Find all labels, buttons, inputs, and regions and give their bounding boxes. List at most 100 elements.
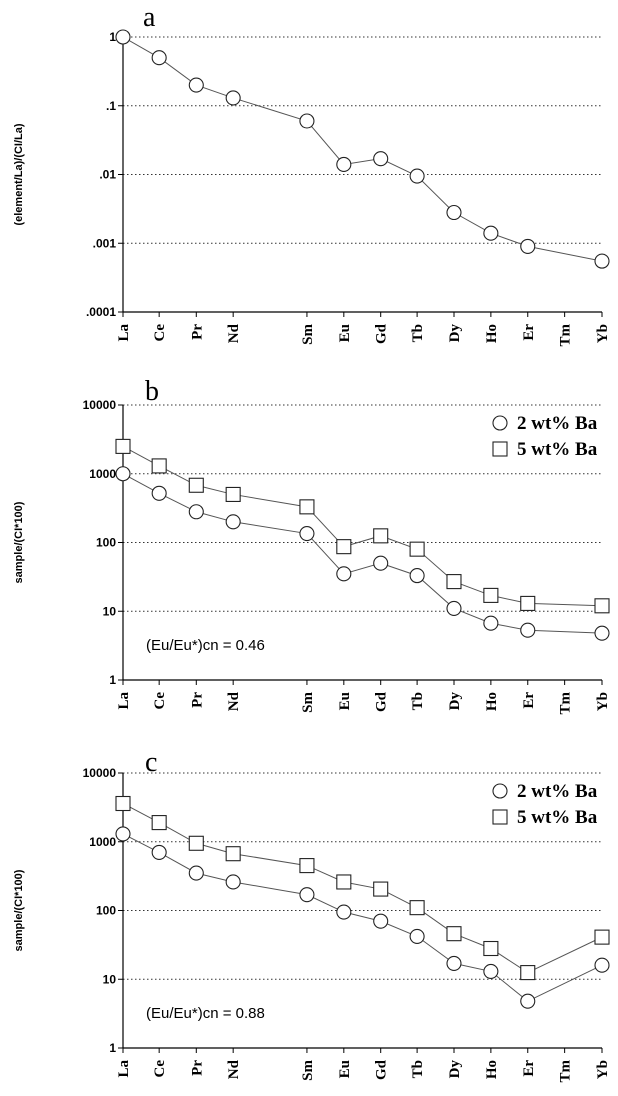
x-tick-label: Tm [558, 1059, 574, 1082]
x-tick-label: Nd [226, 323, 242, 343]
data-point-square [151, 815, 167, 831]
x-tick-label: Pr [189, 1060, 205, 1076]
x-tick-label: Pr [189, 692, 205, 708]
data-point-circle [225, 90, 241, 106]
y-tick-label: 1000 [89, 467, 116, 481]
data-point-square [446, 926, 462, 942]
data-point-circle [151, 485, 167, 501]
eu-anomaly-annotation: (Eu/Eu*)cn = 0.46 [146, 637, 265, 654]
y-tick-label: 1 [109, 673, 116, 687]
data-point-square [373, 881, 389, 897]
series-line-data [122, 36, 603, 262]
legend-marker-circle [492, 415, 508, 431]
legend-marker-square [492, 441, 508, 457]
x-tick-label: Nd [226, 1059, 242, 1079]
data-point-square [520, 965, 536, 981]
x-tick-label: Yb [595, 1060, 611, 1079]
y-tick-label: 10 [103, 972, 117, 986]
x-tick-label: Yb [595, 692, 611, 711]
y-tick-label: 10000 [83, 766, 117, 780]
data-point-circle [299, 525, 315, 542]
data-point-square [225, 486, 241, 502]
legend-label: 2 wt% Ba [517, 413, 598, 434]
x-tick-label: Tm [558, 323, 574, 346]
data-point-square [409, 541, 425, 557]
y-tick-label: .0001 [86, 305, 116, 319]
x-tick-label: Tb [410, 324, 426, 342]
data-point-square [336, 874, 352, 890]
data-point-circle [594, 253, 610, 269]
series-line-5-wt-ba [122, 445, 603, 607]
data-point-circle [115, 29, 131, 45]
series-line-5-wt-ba [122, 803, 603, 974]
y-tick-label: 1 [109, 30, 116, 44]
data-point-square [299, 858, 315, 874]
data-point-circle [594, 957, 610, 973]
data-point-square [188, 835, 204, 851]
data-point-square [188, 477, 204, 493]
data-point-circle [373, 913, 389, 929]
x-tick-label: Ce [152, 692, 168, 710]
x-tick-label: Eu [337, 324, 353, 342]
y-tick-label: 100 [96, 904, 116, 918]
data-point-circle [299, 887, 315, 903]
x-tick-label: Dy [447, 1060, 463, 1079]
x-tick-label: Er [521, 692, 537, 709]
data-point-circle [594, 625, 610, 641]
y-tick-label: 1 [109, 1041, 116, 1055]
x-tick-label: Er [521, 1060, 537, 1077]
x-tick-label: La [116, 1060, 132, 1078]
legend-label: 5 wt% Ba [517, 807, 598, 828]
x-tick-label: Eu [337, 1060, 353, 1078]
data-point-circle [299, 113, 315, 129]
y-axis-label: sample/(CI*100) [13, 501, 25, 583]
data-point-square [483, 940, 499, 957]
data-point-circle [151, 844, 167, 860]
x-tick-label: Gd [374, 323, 390, 344]
data-point-square [594, 929, 610, 945]
x-tick-label: Eu [337, 692, 353, 710]
x-tick-label: Yb [595, 324, 611, 343]
data-point-square [594, 598, 610, 614]
panel-label: a [143, 2, 156, 33]
data-point-circle [336, 904, 352, 920]
data-point-square [115, 438, 131, 454]
chart-panel-a: .0001 .001 .01 .1 1 La Ce Pr Nd Sm Eu Gd Tb Dy Ho Er Tm Y… [13, 2, 611, 347]
legend-marker-square [492, 809, 508, 825]
data-point-circle [373, 151, 389, 167]
data-point-square [151, 458, 167, 474]
data-point-circle [409, 168, 425, 184]
data-point-circle [520, 622, 536, 638]
data-point-circle [188, 77, 204, 93]
x-tick-label: Ho [484, 324, 500, 343]
x-tick-label: Er [521, 324, 537, 341]
chart-panel-c: 1 10 100 1000 10000 La Ce Pr Nd Sm Eu Gd Tb Dy Ho Er Tm Y… [13, 747, 611, 1083]
data-point-circle [446, 600, 462, 616]
x-tick-label: Ho [484, 1060, 500, 1079]
x-tick-label: Sm [300, 692, 316, 713]
x-tick-label: Sm [300, 324, 316, 345]
data-point-circle [151, 50, 167, 66]
panel-label: b [145, 376, 159, 407]
x-tick-label: Nd [226, 691, 242, 711]
x-tick-label: La [116, 692, 132, 710]
y-tick-label: 100 [96, 536, 116, 550]
data-point-circle [373, 555, 389, 571]
chart-panel-b: 1 10 100 1000 10000 La Ce Pr Nd Sm Eu Gd Tb Dy Ho Er Tm Y… [13, 376, 611, 715]
data-point-square [115, 795, 131, 812]
data-point-square [446, 574, 462, 590]
data-point-circle [446, 955, 462, 971]
data-point-circle [336, 156, 352, 173]
y-tick-label: .001 [93, 236, 117, 250]
data-point-circle [336, 566, 352, 582]
y-tick-label: .1 [106, 99, 116, 113]
data-point-circle [188, 865, 204, 881]
data-point-circle [446, 204, 462, 221]
y-axis-label: (element/La)/(CI/La) [13, 123, 25, 225]
data-point-square [409, 900, 425, 916]
data-point-circle [483, 963, 499, 979]
panel-label: c [145, 747, 157, 778]
y-tick-label: .01 [99, 168, 116, 182]
y-tick-label: 10 [103, 604, 117, 618]
data-point-circle [483, 225, 499, 241]
